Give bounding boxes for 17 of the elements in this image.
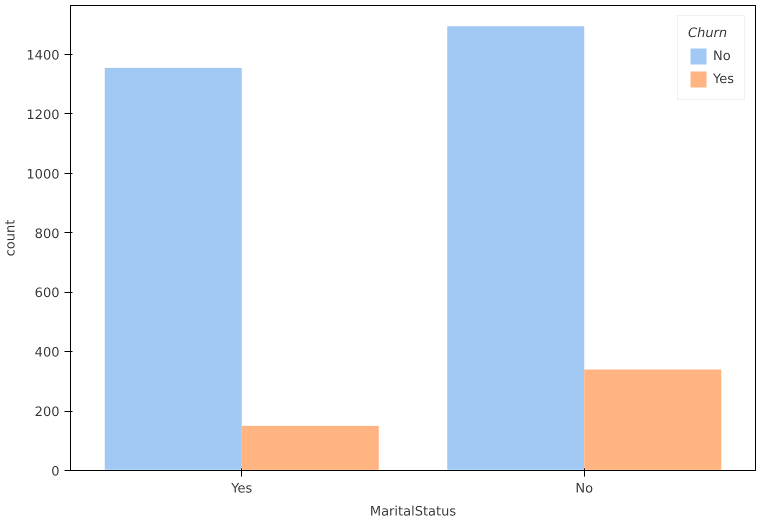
y-tick-label: 400 <box>34 346 60 361</box>
legend-label: No <box>713 48 732 64</box>
y-tick-label: 1000 <box>26 167 60 182</box>
bar <box>242 426 379 470</box>
bar <box>104 68 242 470</box>
y-axis-title: count <box>3 220 18 256</box>
legend-title: Churn <box>688 26 728 41</box>
bar <box>447 26 584 470</box>
bar <box>584 369 722 470</box>
y-tick-label: 1400 <box>26 48 60 64</box>
y-tick-label: 0 <box>51 464 60 480</box>
y-tick-label: 1200 <box>26 108 60 123</box>
legend-label: Yes <box>713 72 734 86</box>
y-tick-label: 600 <box>34 286 60 302</box>
y-tick-label: 200 <box>34 405 60 420</box>
y-tick-label: 800 <box>34 226 60 242</box>
x-axis-title: MaritalStatus <box>370 504 456 520</box>
